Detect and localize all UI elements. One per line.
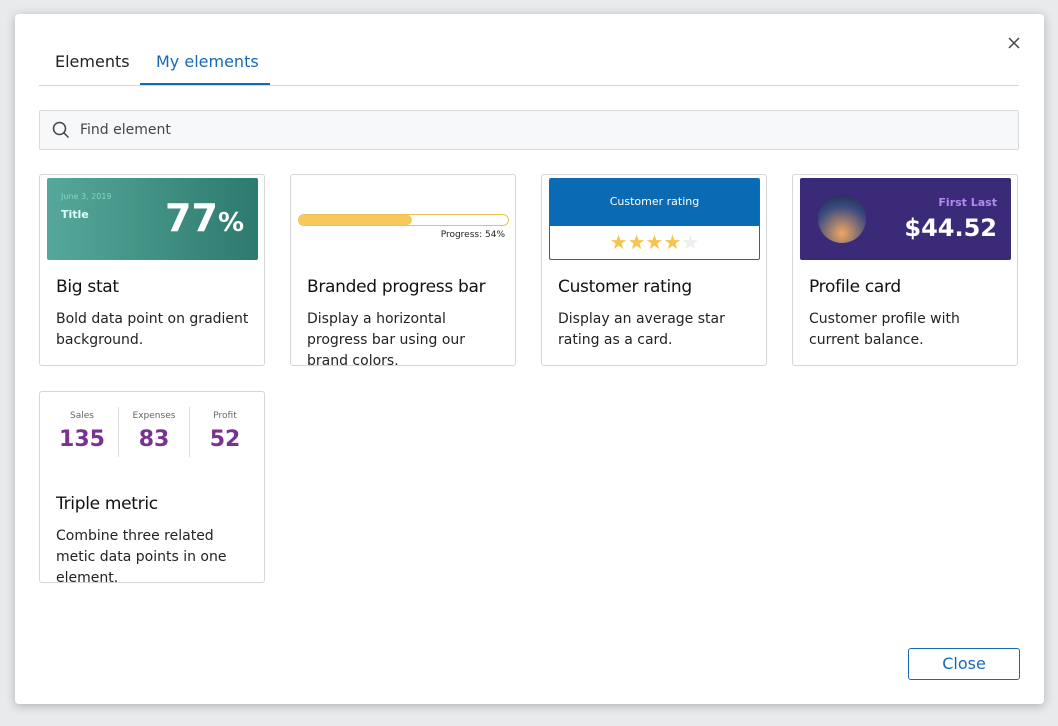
star: ★ — [663, 230, 682, 254]
card-title: Triple metric — [56, 494, 158, 514]
profile-balance: $44.52 — [904, 214, 997, 242]
element-card[interactable]: First Last $44.52 Profile card Customer … — [792, 174, 1018, 366]
star: ★ — [609, 230, 628, 254]
card-description: Combine three related metic data points … — [56, 528, 227, 586]
rating-heading: Customer rating — [550, 179, 759, 226]
element-card[interactable]: Customer rating ★★★★★ Customer rating Di… — [541, 174, 767, 366]
metric-value: 52 — [209, 427, 241, 452]
metric: Expenses 83 — [118, 407, 189, 457]
card-title: Big stat — [56, 277, 119, 297]
profile-name: First Last — [938, 196, 997, 209]
card-description: Display an average star rating as a card… — [558, 311, 725, 348]
preview-label: Title — [61, 208, 89, 221]
tab-active[interactable]: My elements — [156, 52, 259, 71]
card-description: Bold data point on gradient background. — [56, 311, 249, 348]
stat-unit: % — [217, 208, 244, 238]
stat-number: 77 — [165, 196, 218, 240]
search-box[interactable]: Find element — [39, 110, 1019, 150]
card-title: Customer rating — [558, 277, 692, 297]
metric: Profit 52 — [189, 407, 258, 457]
card-description: Customer profile with current balance. — [809, 311, 960, 348]
metric-value: 135 — [59, 427, 105, 452]
metric-label: Expenses — [132, 411, 176, 421]
preview: Customer rating ★★★★★ — [549, 178, 760, 260]
close-button[interactable]: Close — [908, 648, 1020, 680]
metric: Sales 135 — [47, 407, 117, 457]
divider — [39, 85, 1019, 86]
preview: Progress: 54% — [298, 178, 509, 260]
preview-stat: 77% — [165, 196, 244, 240]
card-title: Branded progress bar — [307, 277, 486, 297]
avatar — [818, 195, 866, 243]
progress-label: Progress: 54% — [440, 230, 505, 240]
metric-label: Profit — [213, 411, 237, 421]
element-card[interactable]: June 3, 2019 Title 77% Big stat Bold dat… — [39, 174, 265, 366]
preview: First Last $44.52 — [800, 178, 1011, 260]
search-icon — [52, 121, 70, 139]
card-title: Profile card — [809, 277, 901, 297]
star: ★ — [681, 230, 700, 254]
element-card[interactable]: Sales 135 Expenses 83 Profit 52 Triple metric… — [39, 391, 265, 586]
close-icon[interactable] — [1007, 36, 1021, 50]
modal: Elements My elements Find element June 3… — [15, 14, 1044, 704]
preview: Sales 135 Expenses 83 Profit 52 — [47, 395, 258, 477]
card-description: Display a horizontal progress bar using … — [307, 311, 466, 369]
preview-date: June 3, 2019 — [61, 192, 112, 201]
star: ★ — [645, 230, 664, 254]
search-placeholder: Find element — [80, 122, 171, 138]
tab-underline — [140, 83, 270, 85]
metric-value: 83 — [138, 427, 170, 452]
metric-label: Sales — [70, 411, 94, 421]
progress-track — [298, 214, 509, 226]
tab[interactable]: Elements — [55, 52, 130, 71]
progress-fill — [299, 215, 412, 225]
element-card[interactable]: Progress: 54% Branded progress bar Displ… — [290, 174, 516, 369]
star: ★ — [627, 230, 646, 254]
stars: ★★★★★ — [550, 226, 759, 258]
preview: June 3, 2019 Title 77% — [47, 178, 258, 260]
